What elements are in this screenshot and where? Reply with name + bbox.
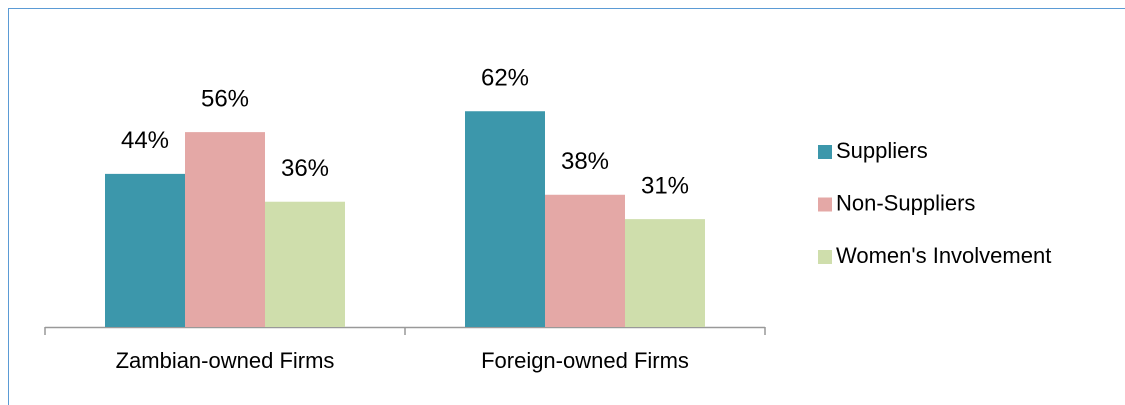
data-label: 36%: [281, 155, 329, 182]
legend-swatch: [818, 145, 832, 159]
bar: [545, 194, 625, 327]
legend-swatch: [818, 197, 832, 212]
legend-label: Suppliers: [836, 138, 928, 163]
data-label: 44%: [121, 127, 169, 154]
legend-swatch: [818, 250, 832, 264]
bar: [185, 132, 265, 327]
bar: [465, 111, 545, 328]
legend-label: Women's Involvement: [836, 243, 1051, 268]
data-label: 31%: [641, 172, 689, 199]
legend-label: Non-Suppliers: [836, 190, 975, 215]
data-label: 38%: [561, 148, 609, 175]
bar: [105, 173, 185, 327]
data-label: 56%: [201, 85, 249, 112]
data-label: 62%: [481, 65, 529, 92]
bar: [265, 201, 345, 327]
x-tick-label: Foreign-owned Firms: [481, 348, 689, 373]
bar: [625, 219, 705, 327]
x-tick-label: Zambian-owned Firms: [116, 348, 335, 373]
